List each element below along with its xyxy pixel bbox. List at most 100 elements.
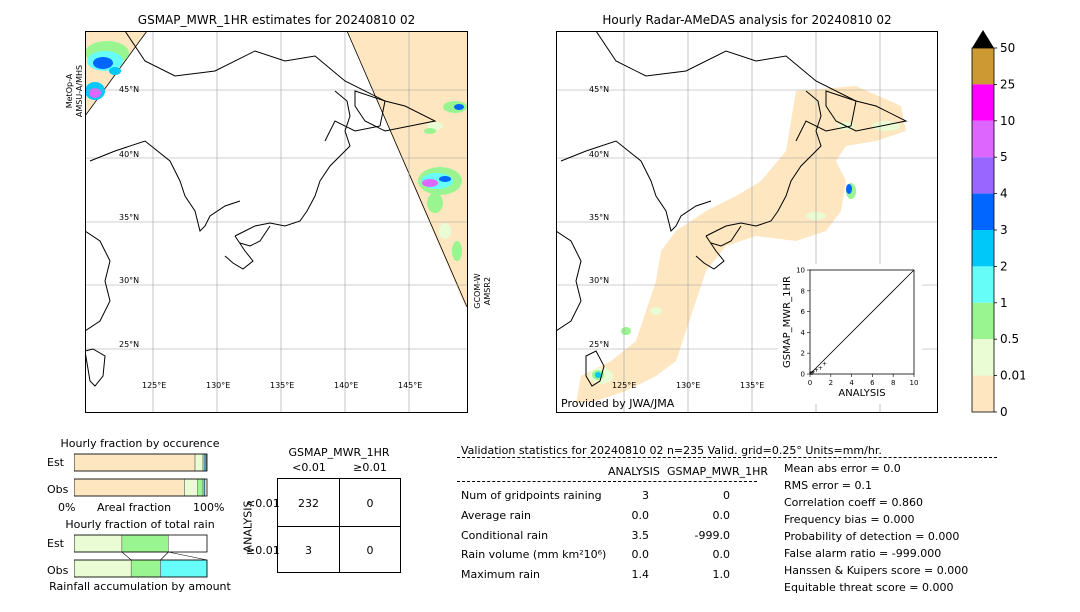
totalrain-chart (73, 532, 208, 580)
scatter-xtick-label: 2 (829, 379, 833, 387)
bar-segment (73, 534, 123, 553)
left-lon-130: 130°E (206, 381, 231, 390)
occurrence-xlabel: Areal fraction (96, 501, 172, 514)
left-sat-sensor: AMSU-A/MHS (75, 64, 84, 118)
colorbar-label: 50 (1000, 41, 1015, 55)
left-lon-140: 140°E (334, 381, 359, 390)
left-sat-name: MetOp-A (65, 73, 74, 109)
right-coastlines (555, 30, 908, 387)
bar-frame (73, 534, 208, 553)
occurrence-tick-0: 0% (58, 501, 76, 514)
contingency-cell-11: 0 (366, 544, 374, 557)
contingency-cell-01: 0 (366, 497, 374, 510)
colorbar-segment (972, 120, 994, 158)
scatter-ytick-label: 4 (801, 329, 806, 337)
rain-cluster-nw (85, 41, 129, 100)
colorbar-label: 2 (1000, 259, 1008, 273)
provider-credit: Provided by JWA/JMA (561, 397, 675, 410)
score-far: False alarm ratio = -999.000 (784, 547, 942, 560)
right-lon-130: 130°E (676, 381, 701, 390)
scatter-point: + (822, 361, 827, 368)
colorbar: 50 25 10 5 4 3 2 1 0.5 0.01 0 (965, 30, 1027, 420)
colorbar-label: 3 (1000, 223, 1008, 237)
bar-frame (73, 453, 208, 472)
bar-segment (205, 453, 207, 472)
scatter-point: + (809, 370, 814, 377)
colorbar-label: 5 (1000, 150, 1008, 164)
right-map-title: Hourly Radar-AMeDAS analysis for 2024081… (602, 13, 892, 27)
scatter-xtick-label: 10 (910, 379, 919, 387)
left-lat-30: 30°N (119, 276, 140, 285)
contingency-cell-10: 3 (305, 544, 312, 557)
score-freq-bias: Frequency bias = 0.000 (784, 513, 915, 526)
contingency-grid: 232 0 3 0 (277, 478, 401, 573)
colorbar-label: 0.01 (1000, 369, 1025, 383)
scatter-xlabel: ANALYSIS (838, 388, 885, 399)
right-lon-135: 135°E (740, 381, 765, 390)
colorbar-canvas: 50 25 10 5 4 3 2 1 0.5 0.01 0 (971, 30, 1027, 419)
radar-coverage (576, 86, 906, 403)
left-lon-125: 125°E (142, 381, 167, 390)
occurrence-obs-label: Obs (47, 483, 69, 496)
colorbar-label: 0 (1000, 405, 1008, 419)
right-sat-name: GCOM-W (473, 273, 482, 309)
right-sat-sensor: AMSR2 (483, 276, 492, 306)
totalrain-est-label: Est (47, 537, 64, 550)
right-lat-40: 40°N (589, 150, 610, 159)
scatter-point: + (818, 365, 823, 372)
contingency-col-1: ≥0.01 (353, 461, 387, 474)
totalrain-title: Hourly fraction of total rain (65, 518, 215, 531)
rain-cluster-east (418, 101, 467, 261)
left-lat-45: 45°N (119, 85, 140, 94)
left-coastlines (84, 30, 437, 387)
validation-row-gsmap: -999.0 (694, 529, 730, 542)
contingency-title: GSMAP_MWR_1HR (288, 446, 390, 459)
colorbar-label: 0.5 (1000, 332, 1019, 346)
scatter-point: + (810, 370, 815, 377)
colorbar-arrow (972, 30, 994, 48)
totalrain-bars (73, 534, 208, 578)
contingency-col-0: <0.01 (292, 461, 326, 474)
colorbar-segment (972, 193, 994, 230)
contingency-row-0: <0.01 (246, 497, 280, 510)
scatter-ytick-label: 8 (801, 287, 805, 295)
right-lat-30: 30°N (589, 276, 610, 285)
validation-row-analysis: 3.5 (631, 529, 650, 542)
scatter-ylabel: GSMAP_MWR_1HR (782, 276, 793, 368)
validation-col-gsmap: GSMAP_MWR_1HR (667, 465, 769, 478)
scatter-xtick-label: 6 (870, 379, 875, 387)
colorbar-label: 25 (1000, 77, 1015, 91)
bar-connector (121, 551, 132, 561)
left-lat-25: 25°N (119, 340, 140, 349)
right-lat-35: 35°N (589, 213, 610, 222)
validation-row-label: Rain volume (mm km²10⁶) (461, 548, 607, 561)
right-lat-45: 45°N (589, 85, 610, 94)
colorbar-label: 10 (1000, 114, 1015, 128)
bar-frame (73, 559, 208, 578)
scatter-xtick-label: 8 (891, 379, 895, 387)
bar-connector (160, 551, 169, 561)
right-sat-label: GCOM-W AMSR2 (473, 251, 495, 331)
left-lon-135: 135°E (270, 381, 295, 390)
scatter-diagonal (809, 269, 915, 375)
scatter-inset: 0 0 2 2 4 4 6 6 8 8 10 10 + + + + + + ANALYSIS GSMAP_MWR_1H… (778, 264, 922, 404)
score-rmse: RMS error = 0.1 (784, 479, 872, 492)
bar-segment (197, 478, 204, 497)
left-lon-145: 145°E (398, 381, 423, 390)
validation-row-label: Maximum rain (461, 568, 540, 581)
validation-row-gsmap: 0.0 (712, 548, 731, 561)
bar-segment (73, 453, 196, 472)
left-map-title: GSMAP_MWR_1HR estimates for 20240810 02 (137, 13, 416, 27)
validation-row-gsmap: 0.0 (712, 509, 731, 522)
scatter-ytick-label: 0 (801, 371, 805, 379)
score-corr: Correlation coeff = 0.860 (784, 496, 923, 509)
scatter-point: + (811, 369, 816, 376)
contingency-row-1: ≥0.01 (246, 544, 280, 557)
colorbar-label: 1 (1000, 296, 1008, 310)
right-lon-125: 125°E (612, 381, 637, 390)
bar-segment (73, 478, 185, 497)
totalrain-xlabel: Rainfall accumulation by amount (49, 580, 231, 593)
occurrence-title: Hourly fraction by occurence (60, 437, 220, 450)
colorbar-segment (972, 230, 994, 267)
